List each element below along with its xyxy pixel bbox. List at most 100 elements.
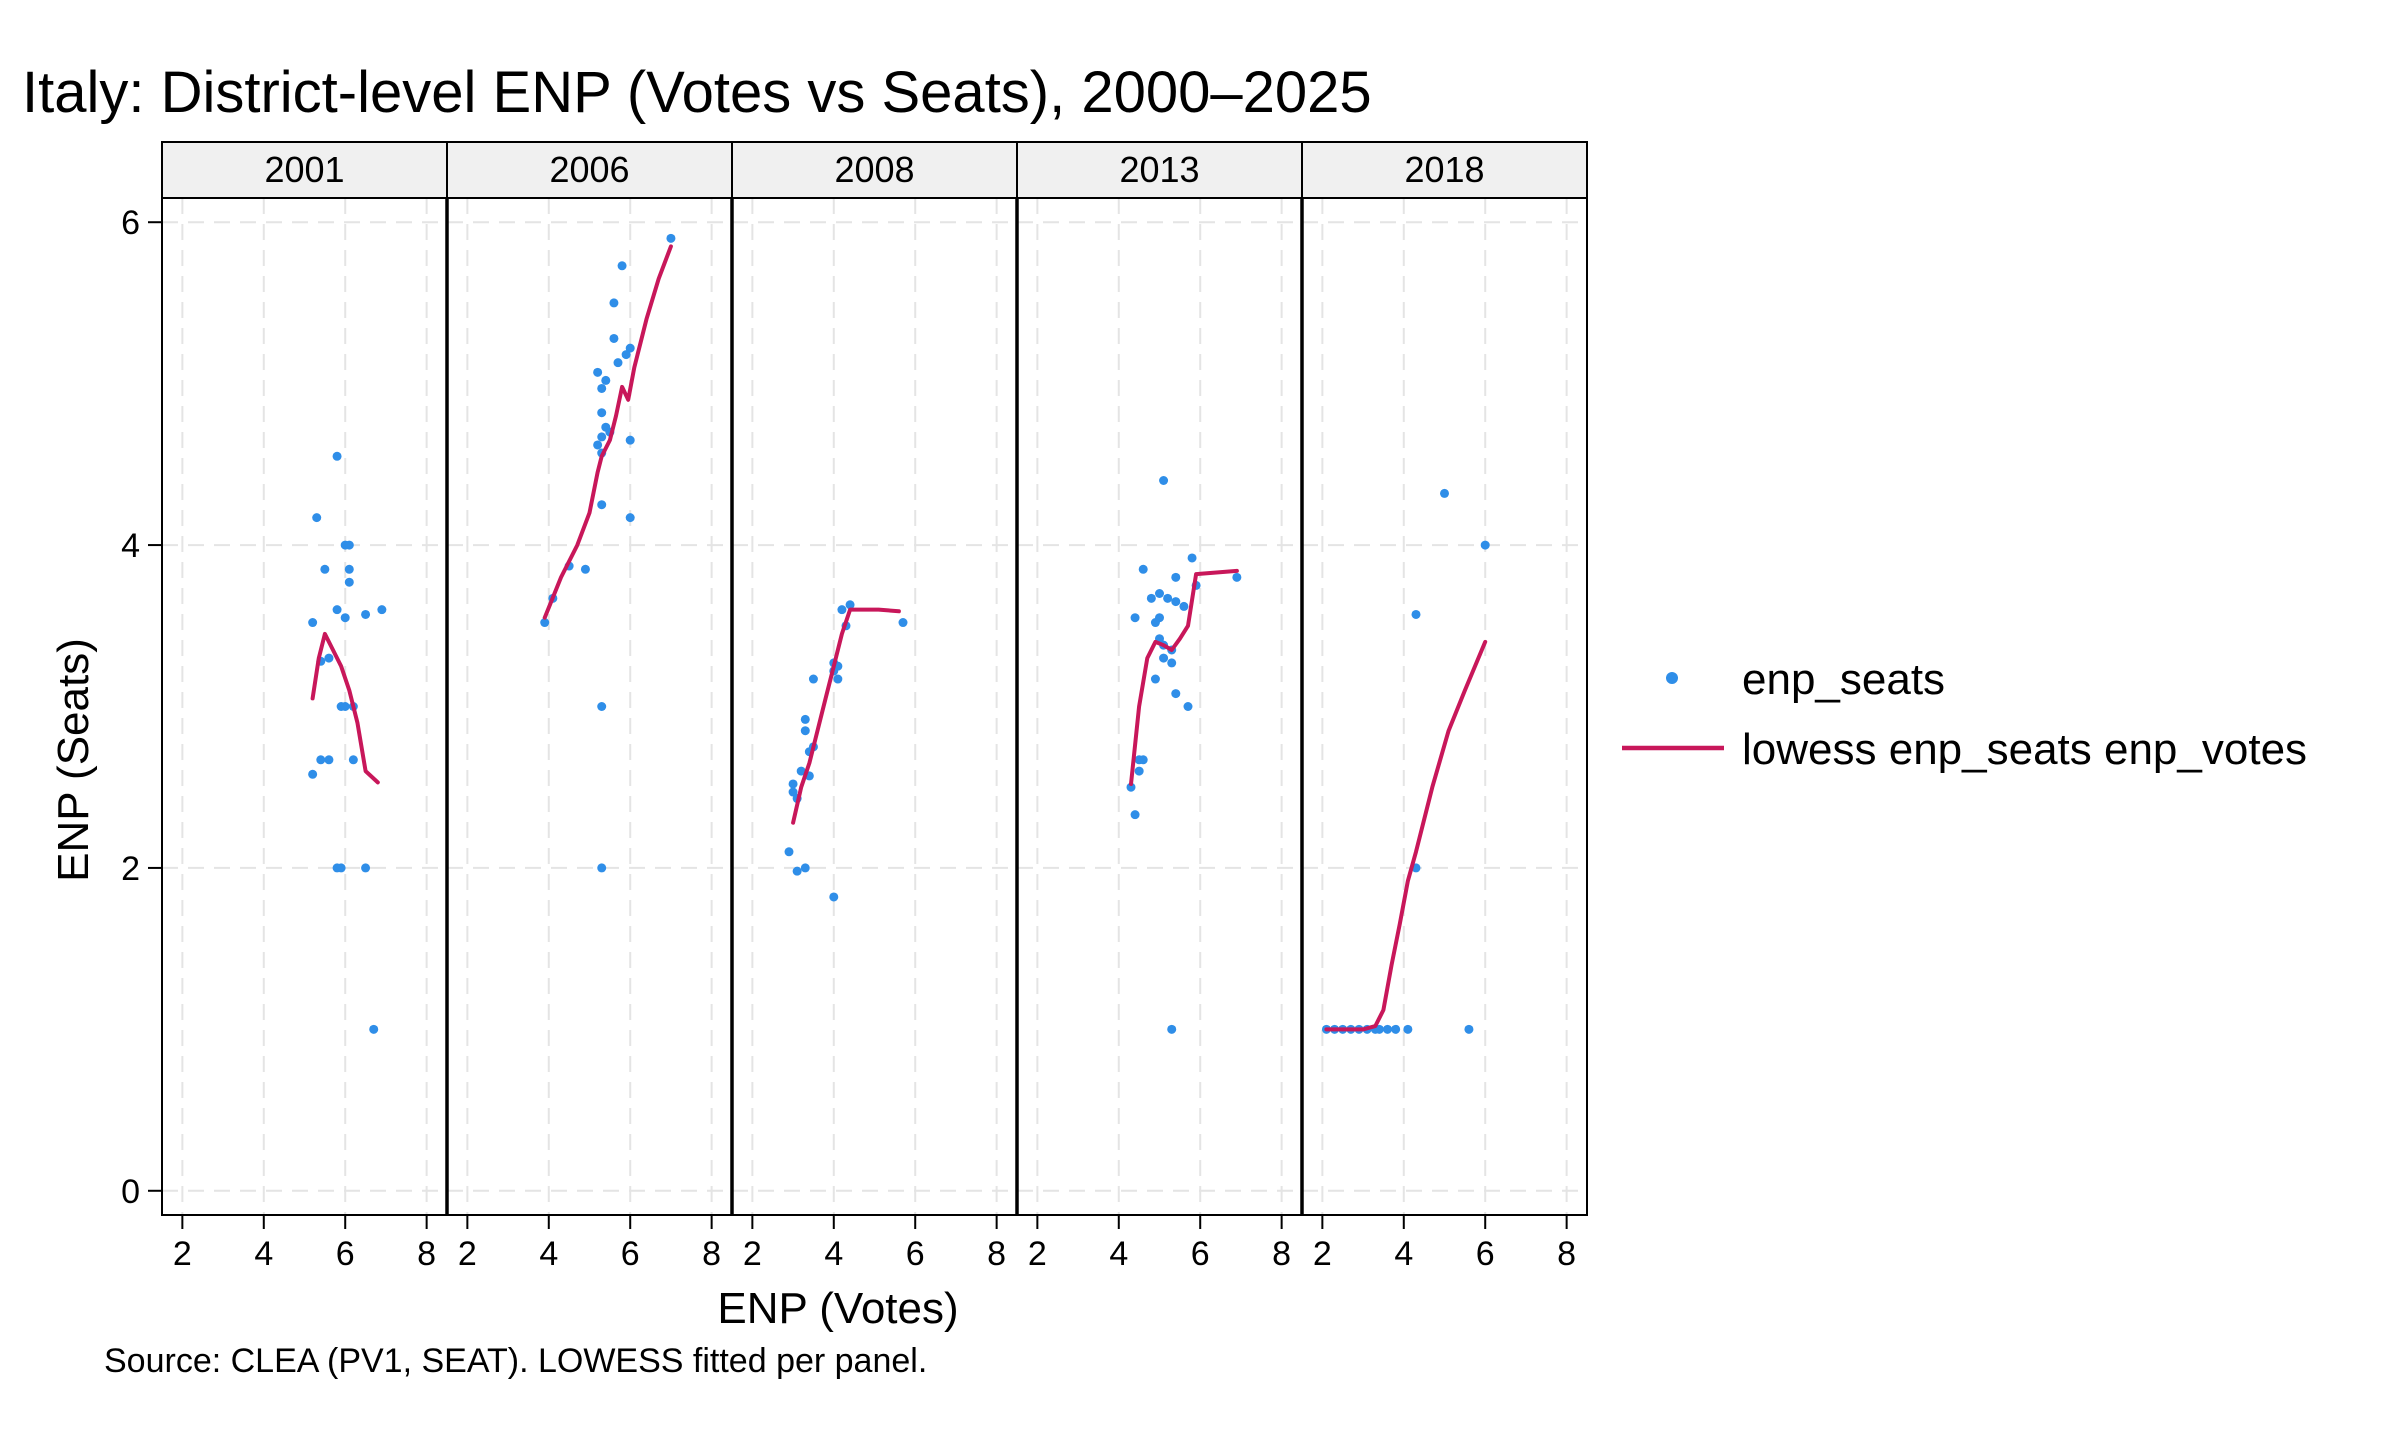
legend-points-label: enp_seats (1742, 655, 1945, 704)
data-point (621, 350, 631, 360)
x-tick-label: 4 (1394, 1235, 1413, 1273)
x-tick-label: 8 (987, 1235, 1006, 1273)
x-tick-label: 6 (906, 1235, 925, 1273)
data-point (617, 261, 627, 271)
x-tick-label: 2 (743, 1235, 762, 1273)
data-point (666, 233, 676, 243)
lowess-line (1324, 639, 1488, 1032)
panel-plot-area (162, 198, 447, 1215)
data-point (1374, 1024, 1384, 1034)
y-tick-label: 6 (121, 204, 140, 242)
data-point (336, 863, 346, 873)
data-point (1411, 609, 1421, 619)
x-tick-label: 6 (621, 1235, 640, 1273)
data-point (833, 674, 843, 684)
data-point (1130, 810, 1140, 820)
data-point (1179, 601, 1189, 611)
y-tick-label: 4 (121, 527, 140, 565)
data-point (1480, 540, 1490, 550)
panel-plot-area (1017, 198, 1302, 1215)
data-point (540, 618, 550, 628)
x-tick-label: 4 (539, 1235, 558, 1273)
chart-title: Italy: District-level ENP (Votes vs Seat… (22, 60, 1372, 125)
data-point (1464, 1024, 1474, 1034)
y-axis-title: ENP (Seats) (49, 638, 98, 882)
data-point (1159, 476, 1169, 485)
data-point (1150, 674, 1160, 684)
panel-strip-label: 2001 (264, 149, 344, 190)
data-point (1138, 564, 1148, 574)
x-tick-label: 4 (824, 1235, 843, 1273)
x-tick-label: 4 (1109, 1235, 1128, 1273)
data-point (597, 432, 607, 442)
data-point (1167, 1024, 1177, 1034)
x-tick-label: 4 (254, 1235, 273, 1273)
data-point (837, 605, 847, 615)
panel-strip (161, 141, 448, 199)
data-point (1171, 597, 1181, 607)
data-point (580, 564, 590, 574)
data-point (788, 779, 798, 789)
panel-plot-area (447, 198, 732, 1215)
panel-strip (446, 141, 733, 199)
y-tick-label: 0 (121, 1173, 140, 1211)
panels: 2001 2 4 6 8 2006 2 4 6 8 2008 2 4 6 8 2013 2 4 6 8 2018 2 4 6 8… (121, 141, 1588, 1273)
data-point (1155, 589, 1164, 598)
x-tick-label: 2 (173, 1235, 192, 1273)
data-point (808, 674, 818, 684)
x-tick-label: 2 (1313, 1235, 1332, 1273)
legend: enp_seats lowess enp_seats enp_votes (1622, 655, 2307, 774)
data-point (324, 755, 334, 765)
data-point (898, 618, 908, 628)
data-point (1146, 593, 1156, 603)
data-point (829, 892, 839, 902)
data-point (332, 451, 342, 461)
data-point (800, 726, 810, 736)
data-point (377, 605, 387, 615)
data-point (613, 358, 623, 368)
data-point (1138, 755, 1148, 765)
legend-point-symbol (1666, 672, 1678, 684)
data-point (792, 866, 802, 876)
data-point (361, 863, 371, 873)
data-point (1403, 1024, 1413, 1034)
x-tick-label: 8 (702, 1235, 721, 1273)
panel-plot-area (1302, 198, 1587, 1215)
data-point (796, 766, 806, 776)
panel-strip-label: 2018 (1404, 149, 1484, 190)
panel-strip (1301, 141, 1588, 199)
x-tick-label: 8 (1272, 1235, 1291, 1273)
x-tick-label: 2 (458, 1235, 477, 1273)
data-point (344, 577, 354, 587)
data-point (332, 605, 342, 615)
data-point (625, 513, 635, 523)
panel-strip-label: 2008 (834, 149, 914, 190)
data-point (1440, 488, 1449, 498)
legend-line-label: lowess enp_seats enp_votes (1742, 725, 2307, 774)
data-point (1150, 618, 1160, 628)
data-point (593, 440, 603, 450)
x-axis-title: ENP (Votes) (717, 1284, 958, 1333)
data-point (361, 609, 371, 619)
data-point (845, 600, 855, 610)
data-point (312, 513, 322, 523)
data-point (1134, 766, 1144, 776)
data-point (308, 769, 318, 779)
data-point (369, 1024, 379, 1034)
data-point (597, 500, 607, 510)
data-point (1159, 653, 1169, 663)
x-tick-label: 6 (1191, 1235, 1210, 1273)
data-point (1163, 593, 1173, 603)
data-point (340, 613, 350, 623)
data-point (1126, 782, 1136, 792)
data-point (609, 333, 619, 343)
x-tick-label: 6 (1476, 1235, 1495, 1273)
data-point (320, 564, 330, 574)
data-point (625, 435, 635, 445)
data-point (1167, 658, 1177, 668)
data-point (597, 408, 607, 418)
data-point (784, 847, 794, 857)
lowess-line (310, 631, 380, 785)
data-point (316, 755, 326, 765)
